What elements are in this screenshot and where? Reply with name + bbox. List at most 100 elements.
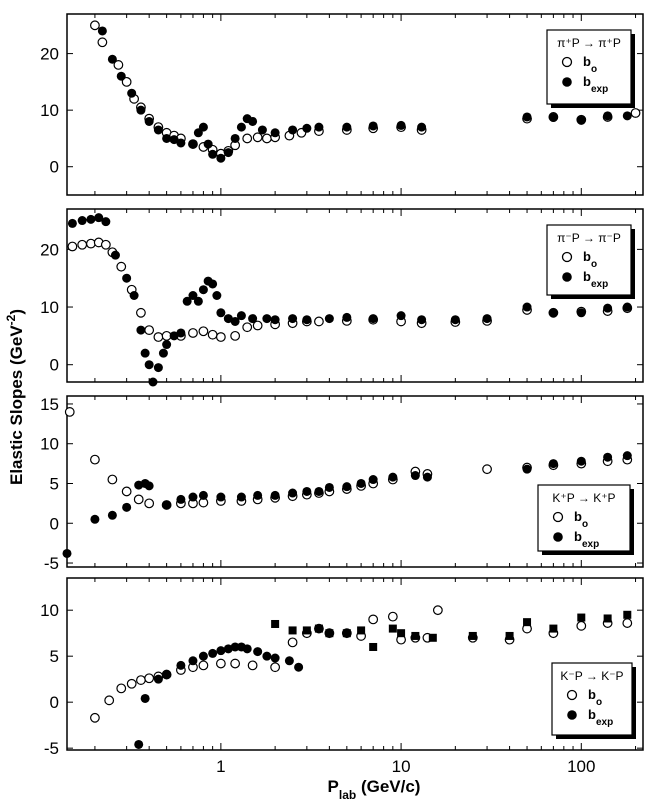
legend-label: bexp bbox=[583, 74, 608, 95]
y-tick-label: 0 bbox=[50, 158, 59, 177]
data-point-filled bbox=[236, 492, 246, 502]
data-point-open bbox=[242, 322, 253, 333]
y-tick-label: 20 bbox=[40, 45, 59, 64]
data-point-open bbox=[432, 605, 443, 616]
data-point-filled bbox=[176, 138, 186, 148]
data-point-filled bbox=[548, 113, 558, 123]
panel-frame bbox=[66, 577, 644, 751]
data-point-filled bbox=[622, 111, 632, 121]
data-point-filled bbox=[134, 739, 144, 749]
data-point-filled bbox=[396, 120, 406, 130]
data-point-open bbox=[116, 261, 127, 272]
data-point-filled bbox=[417, 315, 427, 325]
legend-marker-filled bbox=[553, 532, 563, 542]
data-point-filled bbox=[622, 302, 632, 312]
data-point-open bbox=[198, 326, 209, 337]
y-axis-title-sup: -2 bbox=[4, 314, 18, 325]
data-point-square bbox=[428, 633, 437, 642]
data-point-filled bbox=[208, 279, 218, 289]
data-point-open bbox=[270, 662, 281, 673]
legend-label-main: b bbox=[583, 54, 591, 69]
data-point-open bbox=[77, 239, 88, 250]
data-point-square bbox=[342, 629, 351, 638]
series-extra bbox=[271, 610, 632, 651]
data-point-filled bbox=[522, 112, 532, 122]
data-point-open bbox=[144, 673, 155, 684]
legend-marker-open bbox=[566, 689, 578, 701]
data-point-filled bbox=[302, 486, 312, 496]
data-point-filled bbox=[158, 348, 168, 358]
legend-box bbox=[546, 224, 632, 296]
data-point-square bbox=[577, 613, 586, 622]
data-point-filled bbox=[230, 133, 240, 143]
data-point-filled bbox=[62, 548, 72, 558]
data-point-filled bbox=[148, 377, 158, 387]
panel-frame bbox=[66, 13, 644, 196]
data-point-open bbox=[242, 133, 253, 144]
data-point-filled bbox=[140, 693, 150, 703]
data-point-square bbox=[271, 619, 280, 628]
x-tick-label: 100 bbox=[567, 757, 595, 776]
data-point-filled bbox=[253, 490, 263, 500]
data-point-filled bbox=[314, 486, 324, 496]
data-point-open bbox=[97, 37, 108, 48]
data-point-filled bbox=[223, 314, 233, 324]
data-point-filled bbox=[368, 475, 378, 485]
legend-box bbox=[546, 29, 632, 105]
data-point-filled bbox=[203, 139, 213, 149]
data-point-filled bbox=[294, 662, 304, 672]
data-point-filled bbox=[169, 135, 179, 145]
data-point-square bbox=[549, 624, 558, 633]
data-point-open bbox=[100, 239, 111, 250]
data-point-filled bbox=[522, 302, 532, 312]
data-point-filled bbox=[396, 311, 406, 321]
data-point-open bbox=[86, 238, 96, 249]
y-tick-label: 10 bbox=[40, 101, 59, 120]
series-b-exp bbox=[97, 26, 632, 163]
data-point-open bbox=[215, 332, 226, 342]
data-point-filled bbox=[342, 312, 352, 322]
y-tick-label: 20 bbox=[40, 240, 59, 259]
data-point-open bbox=[247, 660, 258, 671]
y-axis-title: Elastic Slopes (GeV-2) bbox=[4, 309, 26, 485]
data-point-filled bbox=[368, 314, 378, 324]
legend-label-main: b bbox=[588, 687, 596, 702]
data-point-filled bbox=[622, 451, 632, 461]
data-point-open bbox=[107, 474, 118, 485]
legend-label-sub: o bbox=[582, 519, 588, 530]
data-point-filled bbox=[450, 315, 460, 325]
data-point-filled bbox=[144, 481, 154, 491]
data-point-square bbox=[505, 631, 514, 640]
data-point-filled bbox=[188, 492, 198, 502]
data-point-square bbox=[288, 626, 297, 635]
data-point-filled bbox=[236, 311, 246, 321]
y-tick-label: 5 bbox=[50, 474, 59, 493]
data-point-square bbox=[603, 614, 612, 623]
data-point-open bbox=[287, 637, 298, 648]
data-point-filled bbox=[356, 478, 366, 488]
data-point-filled bbox=[110, 250, 120, 260]
data-point-filled bbox=[270, 653, 280, 663]
legend-label: bexp bbox=[574, 529, 599, 550]
legend-reaction: K⁻P → K⁻P bbox=[560, 669, 623, 683]
data-point-open bbox=[314, 316, 324, 327]
data-point-filled bbox=[288, 125, 298, 135]
data-point-open bbox=[116, 683, 127, 694]
legend-marker-open bbox=[561, 56, 573, 68]
data-point-square bbox=[388, 624, 397, 633]
data-point-square bbox=[397, 629, 406, 638]
data-point-filled bbox=[223, 148, 233, 158]
data-point-filled bbox=[284, 656, 294, 666]
data-point-filled bbox=[368, 121, 378, 131]
data-point-filled bbox=[288, 314, 298, 324]
legend-label-main: b bbox=[583, 269, 591, 284]
data-point-filled bbox=[262, 651, 272, 661]
y-tick-label: 0 bbox=[50, 356, 59, 375]
data-point-filled bbox=[216, 153, 226, 163]
data-point-filled bbox=[107, 510, 117, 520]
